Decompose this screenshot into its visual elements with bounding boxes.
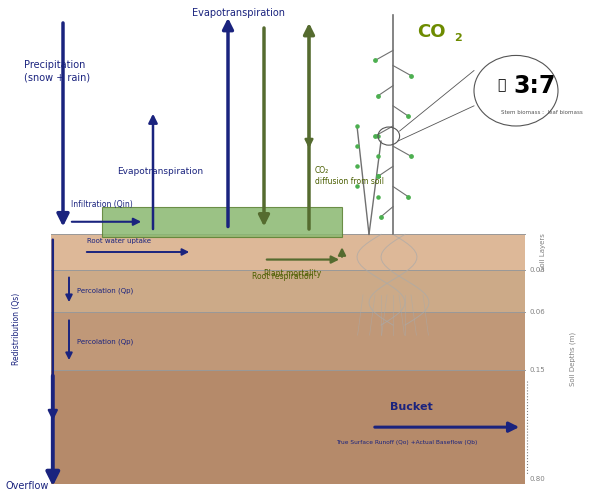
- Bar: [51, 370, 525, 484]
- Text: Soil Layers: Soil Layers: [540, 233, 546, 271]
- Point: [352, 122, 362, 130]
- Point: [403, 193, 413, 201]
- Point: [373, 132, 383, 140]
- Circle shape: [474, 55, 558, 126]
- Text: Redistribution (Qs): Redistribution (Qs): [12, 293, 22, 365]
- Point: [352, 182, 362, 191]
- Point: [352, 142, 362, 150]
- Text: 0.80: 0.80: [529, 476, 545, 482]
- Text: Root water uptake: Root water uptake: [87, 238, 151, 244]
- Text: 🌿: 🌿: [497, 79, 505, 93]
- Bar: [51, 270, 525, 312]
- Point: [370, 132, 380, 140]
- Text: Soil Depths (m): Soil Depths (m): [570, 332, 576, 386]
- Point: [373, 193, 383, 201]
- Text: 0.15: 0.15: [529, 367, 545, 373]
- Text: Infiltration (Qin): Infiltration (Qin): [71, 200, 133, 209]
- Bar: [51, 312, 525, 370]
- Text: 0.03: 0.03: [529, 267, 545, 273]
- Text: 0.06: 0.06: [529, 309, 545, 316]
- Point: [373, 152, 383, 160]
- Point: [406, 152, 416, 160]
- Text: CO₂
diffusion from soil: CO₂ diffusion from soil: [315, 166, 384, 185]
- Point: [376, 213, 386, 221]
- Bar: [51, 234, 525, 270]
- Text: Precipitation
(snow + rain): Precipitation (snow + rain): [24, 60, 90, 82]
- Text: 2: 2: [454, 33, 462, 43]
- Point: [373, 172, 383, 180]
- Text: Percolation (Qp): Percolation (Qp): [77, 288, 133, 294]
- Point: [406, 72, 416, 80]
- Text: CO: CO: [417, 23, 445, 41]
- Text: Overflow: Overflow: [6, 481, 49, 491]
- Text: Stem biomass :  leaf biomass: Stem biomass : leaf biomass: [501, 110, 583, 115]
- Point: [373, 172, 383, 180]
- Point: [370, 56, 380, 65]
- Text: Evapotranspiration: Evapotranspiration: [117, 167, 203, 176]
- Point: [373, 92, 383, 100]
- Point: [352, 162, 362, 170]
- Text: Plant mortality: Plant mortality: [264, 269, 321, 278]
- Text: Percolation (Qp): Percolation (Qp): [77, 338, 133, 345]
- Text: Bucket: Bucket: [390, 402, 433, 412]
- Text: True Surface Runoff (Qo) +Actual Baseflow (Qb): True Surface Runoff (Qo) +Actual Baseflo…: [336, 440, 478, 445]
- Bar: [102, 207, 342, 237]
- Text: 3:7: 3:7: [513, 74, 556, 98]
- Text: Evapotranspiration: Evapotranspiration: [192, 8, 285, 18]
- Point: [403, 112, 413, 120]
- Text: Root respiration: Root respiration: [252, 272, 314, 281]
